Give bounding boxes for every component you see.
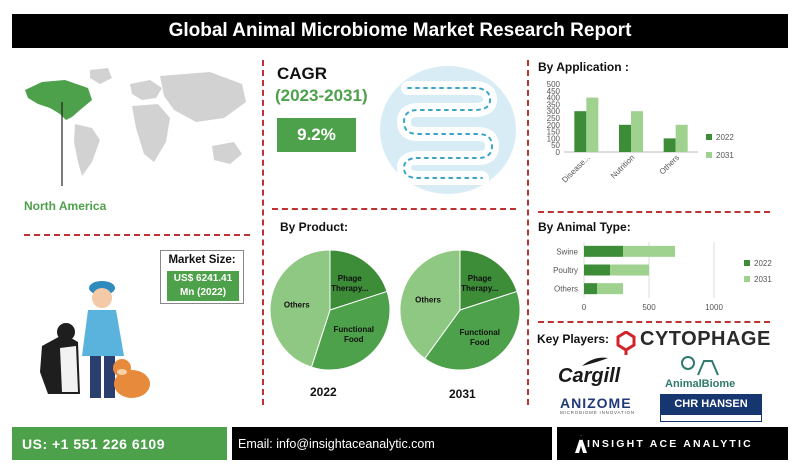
pie-slice — [459, 249, 518, 311]
bar-2022 — [584, 283, 597, 295]
north-america-shape — [25, 80, 92, 120]
product-pie-charts: Phage Therapy... Functional Food Others Phage… — [269, 249, 521, 371]
x-tick-label: Nutrition — [609, 153, 636, 180]
bar-2022 — [584, 264, 610, 276]
divider-right-bottom — [538, 321, 770, 323]
cagr-title: CAGR — [277, 64, 328, 83]
region-label: North America — [24, 199, 107, 213]
cytophage-logo-icon — [616, 331, 636, 355]
logo-anizome-tagline: MICROBIOME INNOVATION — [560, 410, 635, 415]
bar-2022 — [584, 245, 623, 257]
y-tick-label: Poultry — [553, 266, 578, 275]
bar-2031 — [631, 111, 643, 152]
y-tick-label: 500 — [547, 80, 561, 89]
market-size-value-line2: Mn (2022) — [179, 287, 227, 298]
world-map — [25, 68, 246, 186]
x-tick-label: 500 — [642, 303, 656, 312]
x-tick-label: Disease... — [560, 153, 592, 185]
pie-slice-label: Functional Food — [334, 325, 374, 344]
bar-2022 — [574, 111, 587, 152]
legend-label: 2022 — [754, 259, 772, 268]
pie-year-2031: 2031 — [449, 387, 476, 401]
divider-vertical-left — [262, 60, 264, 405]
y-tick-label: 200 — [547, 121, 561, 130]
y-tick-label: 50 — [551, 141, 560, 150]
footer-email: Email: info@insightaceanalytic.com — [232, 427, 552, 460]
bar-2031 — [610, 264, 649, 276]
pie-slice-label: Others — [284, 301, 310, 310]
cagr-value: 9.2% — [277, 118, 356, 152]
page-title: Global Animal Microbiome Market Research… — [12, 14, 788, 48]
market-size-title: Market Size: — [168, 254, 236, 266]
veterinarian-illustration — [40, 281, 150, 398]
divider-middle — [272, 208, 516, 210]
pie-slice-label: Functional Food — [460, 328, 500, 347]
legend-label: 2022 — [716, 133, 734, 142]
logo-cytophage: CYTOPHAGE — [640, 328, 771, 351]
x-tick-label: Others — [658, 153, 681, 176]
y-tick-label: 0 — [556, 148, 561, 157]
product-title: By Product: — [280, 220, 349, 234]
pie-slice-label: Phage Therapy... — [331, 274, 368, 293]
pie-slice — [310, 290, 391, 371]
pie-slice — [269, 249, 331, 368]
pie-slice — [329, 249, 388, 311]
animal-type-title: By Animal Type: — [538, 220, 631, 234]
y-tick-label: 450 — [547, 87, 561, 96]
logo-anizome: ANIZOME — [560, 395, 632, 411]
logo-animalbiome: AnimalBiome — [665, 378, 736, 390]
legend-label: 2031 — [716, 151, 734, 160]
bar-2031 — [623, 245, 675, 257]
pie-slice-label: Others — [415, 296, 441, 305]
logo-chr-hansen: CHR HANSEN — [660, 394, 762, 414]
divider-vertical-right — [527, 60, 529, 405]
bar-2031 — [597, 283, 623, 295]
legend-swatch — [706, 134, 712, 140]
key-players-title: Key Players: — [537, 332, 610, 346]
y-tick-label: Others — [554, 285, 578, 294]
legend-label: 2031 — [754, 275, 772, 284]
y-tick-label: 350 — [547, 100, 561, 109]
bar-2031 — [675, 124, 688, 152]
legend-swatch — [706, 152, 712, 158]
insightace-logo-icon — [575, 435, 587, 453]
y-tick-label: 150 — [547, 128, 561, 137]
cargill-leaf-icon — [582, 357, 608, 366]
legend-swatch — [744, 260, 750, 266]
y-tick-label: 100 — [547, 134, 561, 143]
divider-left — [24, 234, 250, 236]
footer-brand: INSIGHT ACE ANALYTIC — [557, 427, 788, 460]
legend-swatch — [744, 276, 750, 282]
bar-2031 — [586, 97, 599, 152]
market-size-value: US$ 6241.41 Mn (2022) — [167, 271, 239, 301]
divider-right-top — [538, 211, 770, 213]
bar-2022 — [619, 124, 631, 152]
bar-2022 — [663, 138, 676, 152]
logo-cytophage-text: CYTOPHAGE — [640, 328, 771, 350]
logo-cargill: Cargill — [558, 365, 621, 387]
microbiome-illustration — [380, 66, 516, 194]
cagr-period: (2023-2031) — [275, 86, 368, 105]
animalbiome-animals-icon — [681, 356, 719, 376]
y-tick-label: 250 — [547, 114, 561, 123]
animal-type-bar-chart: 0 500 1000 Swine Poultry Others 2022 2031 — [553, 242, 772, 312]
footer-phone: US: +1 551 226 6109 — [12, 427, 227, 460]
y-tick-label: 300 — [547, 107, 561, 116]
application-title: By Application : — [538, 60, 629, 74]
pie-slice — [399, 249, 461, 360]
market-size-value-line1: US$ 6241.41 — [173, 273, 233, 284]
y-tick-label: 400 — [547, 94, 561, 103]
y-tick-label: Swine — [556, 247, 578, 256]
footer-brand-text: INSIGHT ACE ANALYTIC — [587, 437, 753, 450]
pie-year-2022: 2022 — [310, 385, 337, 399]
market-size-card: Market Size: US$ 6241.41 Mn (2022) — [160, 250, 244, 304]
logo-chr-hansen-strip — [660, 414, 762, 422]
pie-slice — [424, 290, 521, 371]
x-tick-label: 1000 — [705, 303, 723, 312]
x-tick-label: 0 — [582, 303, 587, 312]
pie-slice-label: Phage Therapy... — [461, 274, 498, 293]
